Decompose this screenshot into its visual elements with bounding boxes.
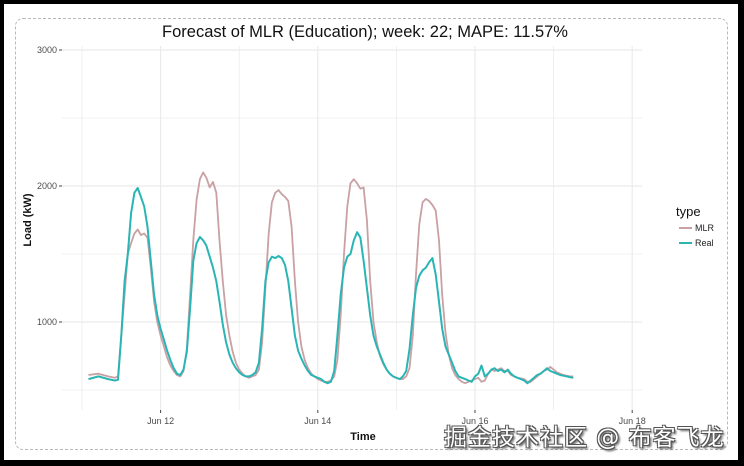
x-axis-title: Time <box>350 431 375 443</box>
series-lines <box>88 171 574 385</box>
chart-title: Forecast of MLR (Education); week: 22; M… <box>162 23 568 41</box>
legend-label-real: Real <box>695 238 714 248</box>
series-line-real <box>88 187 574 385</box>
x-tick-label: Jun 14 <box>304 416 331 426</box>
x-axis: Jun 12 Jun 14 Jun 16 Jun 18 <box>147 410 646 426</box>
y-axis-title: Load (kW) <box>22 193 34 246</box>
legend-label-mlr: MLR <box>695 223 715 233</box>
legend-title: type <box>676 204 701 219</box>
x-tick-label: Jun 12 <box>147 416 174 426</box>
watermark-text: 掘金技术社区 @ 布客飞龙 <box>444 425 725 451</box>
y-tick-label: 3000 <box>37 45 57 55</box>
x-tick-label: Jun 16 <box>461 416 488 426</box>
y-tick-label: 1000 <box>37 317 57 327</box>
legend: type MLR Real <box>676 204 715 248</box>
y-axis: 1000 2000 3000 <box>37 45 62 327</box>
gridlines <box>62 46 642 410</box>
series-line-mlr <box>88 171 574 385</box>
y-tick-label: 2000 <box>37 181 57 191</box>
image-frame: Forecast of MLR (Education); week: 22; M… <box>4 4 738 460</box>
x-tick-label: Jun 18 <box>619 416 646 426</box>
